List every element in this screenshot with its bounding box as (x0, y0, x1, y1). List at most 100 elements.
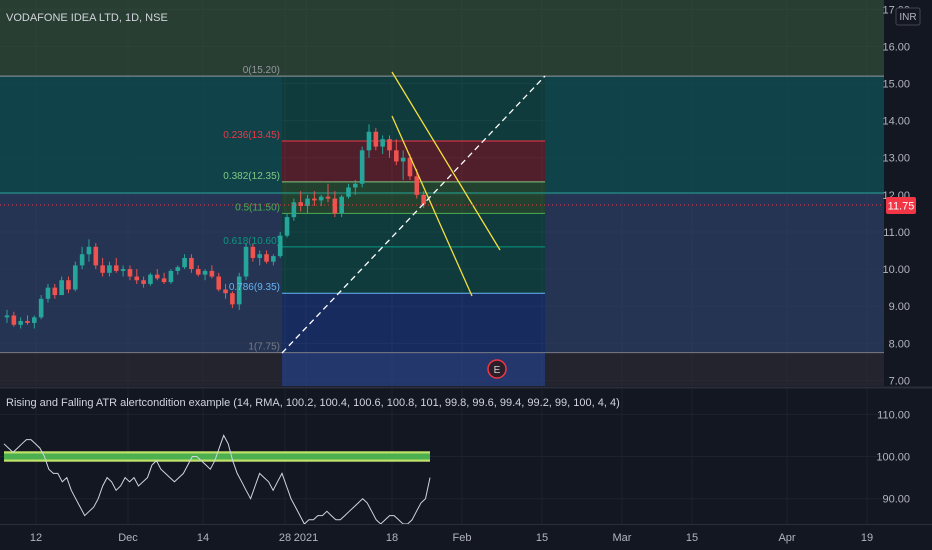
candle-body (18, 321, 23, 325)
candle-body (318, 196, 324, 201)
candle-body (332, 198, 338, 214)
fib-zone (282, 293, 545, 353)
price-tick-label: 8.00 (889, 338, 910, 350)
time-tick-label: Dec (118, 532, 138, 544)
indicator-tick-label: 100.00 (876, 452, 910, 464)
indicator-tick-label: 110.00 (877, 409, 910, 421)
earnings-marker[interactable]: E (487, 359, 507, 379)
candle-body (421, 194, 426, 205)
last-price-value: 11.75 (888, 201, 915, 213)
fib-zone-extended (545, 193, 884, 353)
candle-body (52, 287, 58, 296)
candle-body (277, 235, 283, 257)
fib-level-label: 0.618(10.60) (223, 236, 280, 247)
candle-body (284, 217, 290, 236)
price-tick-label: 13.00 (882, 153, 910, 165)
fib-level-label: 0(15.20) (243, 65, 280, 76)
time-tick-label: Mar (613, 532, 632, 544)
fib-trend-line[interactable] (281, 75, 546, 354)
fib-zone (282, 246, 545, 294)
candle-body (236, 276, 242, 305)
earnings-label: E (494, 365, 501, 376)
time-tick-label: 28 (279, 532, 291, 544)
candle-body (359, 150, 365, 184)
time-tick-label: 2021 (294, 532, 318, 544)
indicator-axis[interactable]: 90.00 100.00 110.00 (876, 409, 910, 505)
indicator-title: Rising and Falling ATR alertcondition ex… (6, 397, 620, 409)
indicator-plot (3, 434, 431, 525)
candle-body (414, 176, 420, 195)
candle-body (127, 269, 133, 277)
fib-zones (0, 0, 884, 386)
candle-body (4, 315, 10, 318)
candle-body (305, 198, 310, 206)
last-price-badge (886, 197, 916, 214)
candle-body (120, 269, 126, 271)
candle-body (202, 270, 208, 275)
indicator-tick-label: 90.00 (882, 494, 910, 506)
candle-body (175, 267, 181, 271)
fib-zone-extended (0, 193, 282, 353)
candle-body (168, 270, 174, 283)
candle-body (134, 276, 140, 281)
candle-body (86, 246, 92, 255)
time-tick-label: 12 (30, 532, 42, 544)
time-axis[interactable]: 12 Dec 14 28 2021 18 Feb 15 Mar 15 Apr 19 (30, 532, 873, 544)
candle-body (373, 131, 379, 147)
time-tick-label: 19 (861, 532, 873, 544)
fib-zone-extended (0, 352, 884, 386)
price-tick-label: 9.00 (889, 301, 910, 313)
threshold-band-inner (4, 453, 430, 460)
channel-upper-line[interactable] (391, 71, 501, 251)
currency-badge[interactable]: INR (895, 7, 921, 26)
time-tick-label: 14 (197, 532, 209, 544)
candle-body (182, 257, 187, 268)
candle-body (250, 246, 256, 258)
time-tick-label: Apr (778, 532, 795, 544)
candle-body (271, 256, 276, 262)
candle-body (189, 257, 194, 270)
candle-body (298, 202, 303, 206)
candle-body (93, 246, 99, 266)
price-tick-label: 15.00 (882, 79, 910, 91)
channel-lower-line[interactable] (391, 115, 473, 297)
candle-body (394, 150, 399, 162)
price-tick-label: 14.00 (882, 116, 910, 128)
candle-body (209, 270, 215, 277)
earnings-icon[interactable] (487, 359, 507, 379)
last-price-tag: 11.75 (886, 197, 916, 214)
candle-body (100, 265, 105, 273)
candle-body (243, 246, 249, 277)
fib-level-lines (0, 75, 884, 354)
trend-drawings (281, 71, 546, 354)
candle-body (195, 269, 201, 275)
currency-badge-box[interactable] (895, 7, 921, 26)
candle-body (148, 274, 153, 284)
candle-body (325, 196, 331, 199)
candle-body (400, 157, 406, 162)
candle-body (154, 274, 160, 279)
candle-body (113, 265, 119, 271)
candle-body (312, 198, 317, 201)
candle-body (407, 157, 413, 177)
candle-body (216, 276, 222, 290)
candle-body (353, 183, 358, 188)
price-tick-label: 7.00 (889, 375, 910, 387)
candle-body (107, 265, 112, 273)
fib-zone-extended (0, 76, 282, 193)
candles (4, 124, 426, 329)
candle-body (387, 139, 392, 151)
candle-body (346, 187, 351, 197)
fib-level-labels: 0(15.20) 0.236(13.45) 0.382(12.35) 0.5(11.5… (223, 65, 280, 353)
candle-body (380, 139, 385, 147)
atr-line (3, 434, 431, 525)
candle-body (11, 315, 17, 325)
fib-level-label: 0.382(12.35) (223, 171, 280, 182)
fib-level-label: 1(7.75) (248, 342, 280, 353)
candle-body (161, 278, 167, 283)
time-tick-label: 15 (686, 532, 698, 544)
time-tick-label: 18 (386, 532, 398, 544)
symbol-title: VODAFONE IDEA LTD, 1D, NSE (6, 12, 168, 24)
